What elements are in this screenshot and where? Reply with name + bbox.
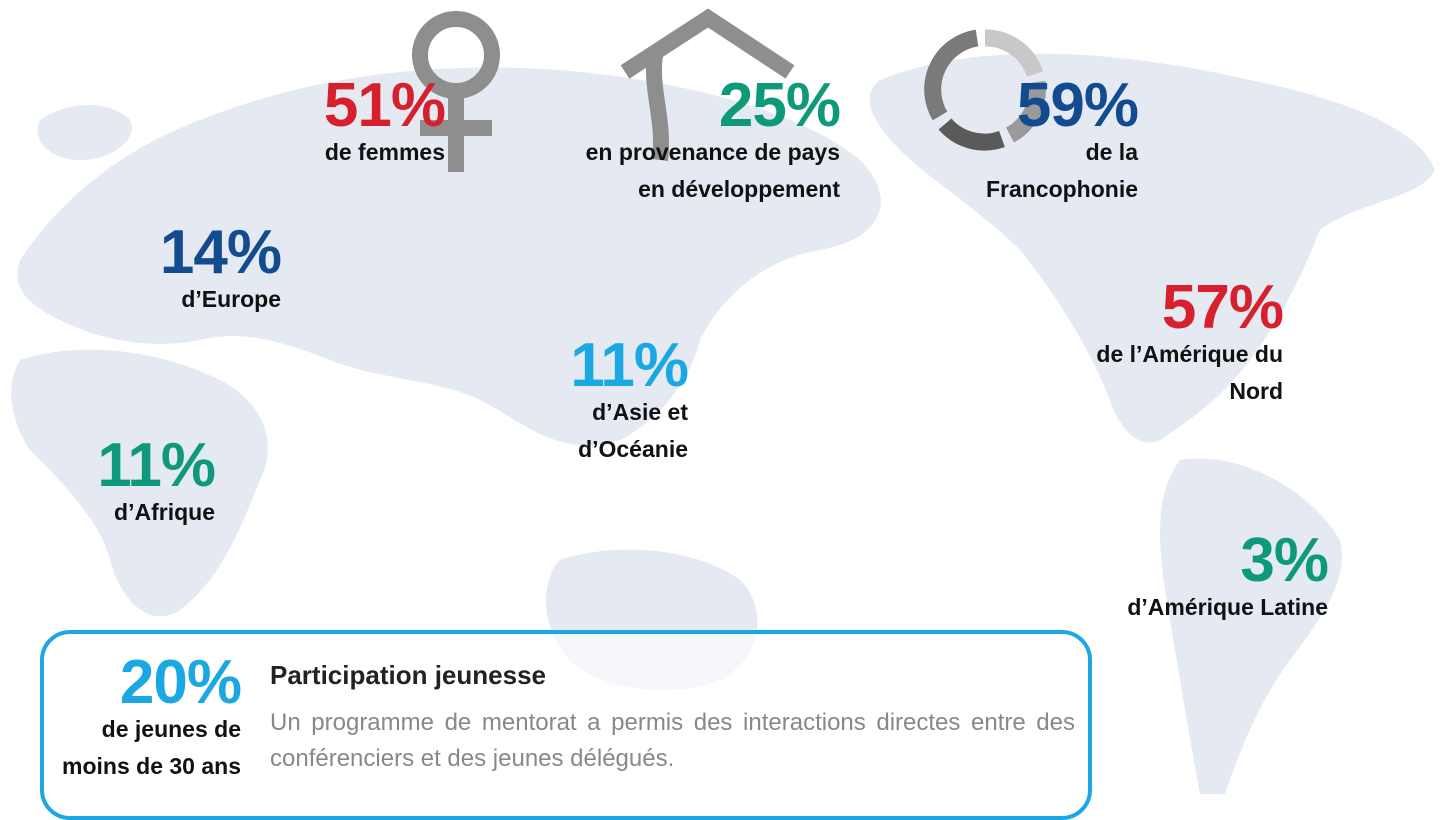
stat-label: de l’Amérique du: [1096, 341, 1283, 367]
stat-label: d’Amérique Latine: [1127, 594, 1328, 620]
stat-label: d’Afrique: [114, 499, 215, 525]
stat-value: 11%: [570, 331, 689, 400]
stat-label: d’Europe: [181, 286, 281, 312]
stat-value: 25%: [718, 71, 841, 140]
stat-value: 57%: [1161, 273, 1284, 342]
stat-label: de la: [1085, 139, 1138, 165]
world-map: [11, 53, 1435, 794]
stat: 20% de jeunes de moins de 30 ans: [62, 648, 242, 785]
youth-title: Participation jeunesse: [270, 660, 546, 690]
page: {"stats":[ {"value":"51%","label":["de f…: [11, 8, 1435, 820]
stat-label: en développement: [638, 176, 840, 202]
stat-label: de femmes: [324, 139, 445, 165]
stat-label: de jeunes de: [101, 716, 241, 742]
stat: 51% de femmes: [323, 71, 446, 171]
stat: 25% en provenance de pays en développeme…: [585, 71, 841, 208]
ring-icon: [924, 29, 1046, 151]
stat-value: 20%: [119, 648, 242, 717]
stat: 14% d’Europe: [159, 218, 282, 318]
stat-value: 3%: [1240, 526, 1329, 595]
stat-value: 11%: [97, 431, 216, 500]
stat-value: 59%: [1016, 71, 1139, 140]
stat-label: d’Océanie: [578, 436, 688, 462]
stat-label: Nord: [1229, 378, 1283, 404]
roof-icon: [646, 53, 669, 161]
stat: 3% d’Amérique Latine: [1127, 526, 1329, 626]
stat-value: 14%: [159, 218, 282, 287]
stat: 59% de la Francophonie: [985, 71, 1139, 208]
background-map: [11, 8, 1435, 794]
youth-text: Un programme de mentorat a permis des in…: [270, 709, 1075, 772]
roof-icon: [620, 8, 795, 79]
stat-label: en provenance de pays: [585, 139, 840, 165]
stat: 11% d’Asie et d’Océanie: [570, 331, 689, 468]
stat-label: d’Asie et: [592, 399, 688, 425]
stat-label: Francophonie: [985, 176, 1138, 202]
icons: [412, 8, 795, 172]
stat: 57% de l’Amérique du Nord: [1096, 273, 1284, 410]
stat-value: 51%: [323, 71, 446, 140]
stat-label: moins de 30 ans: [62, 753, 241, 779]
stat: 11% d’Afrique: [97, 431, 216, 531]
